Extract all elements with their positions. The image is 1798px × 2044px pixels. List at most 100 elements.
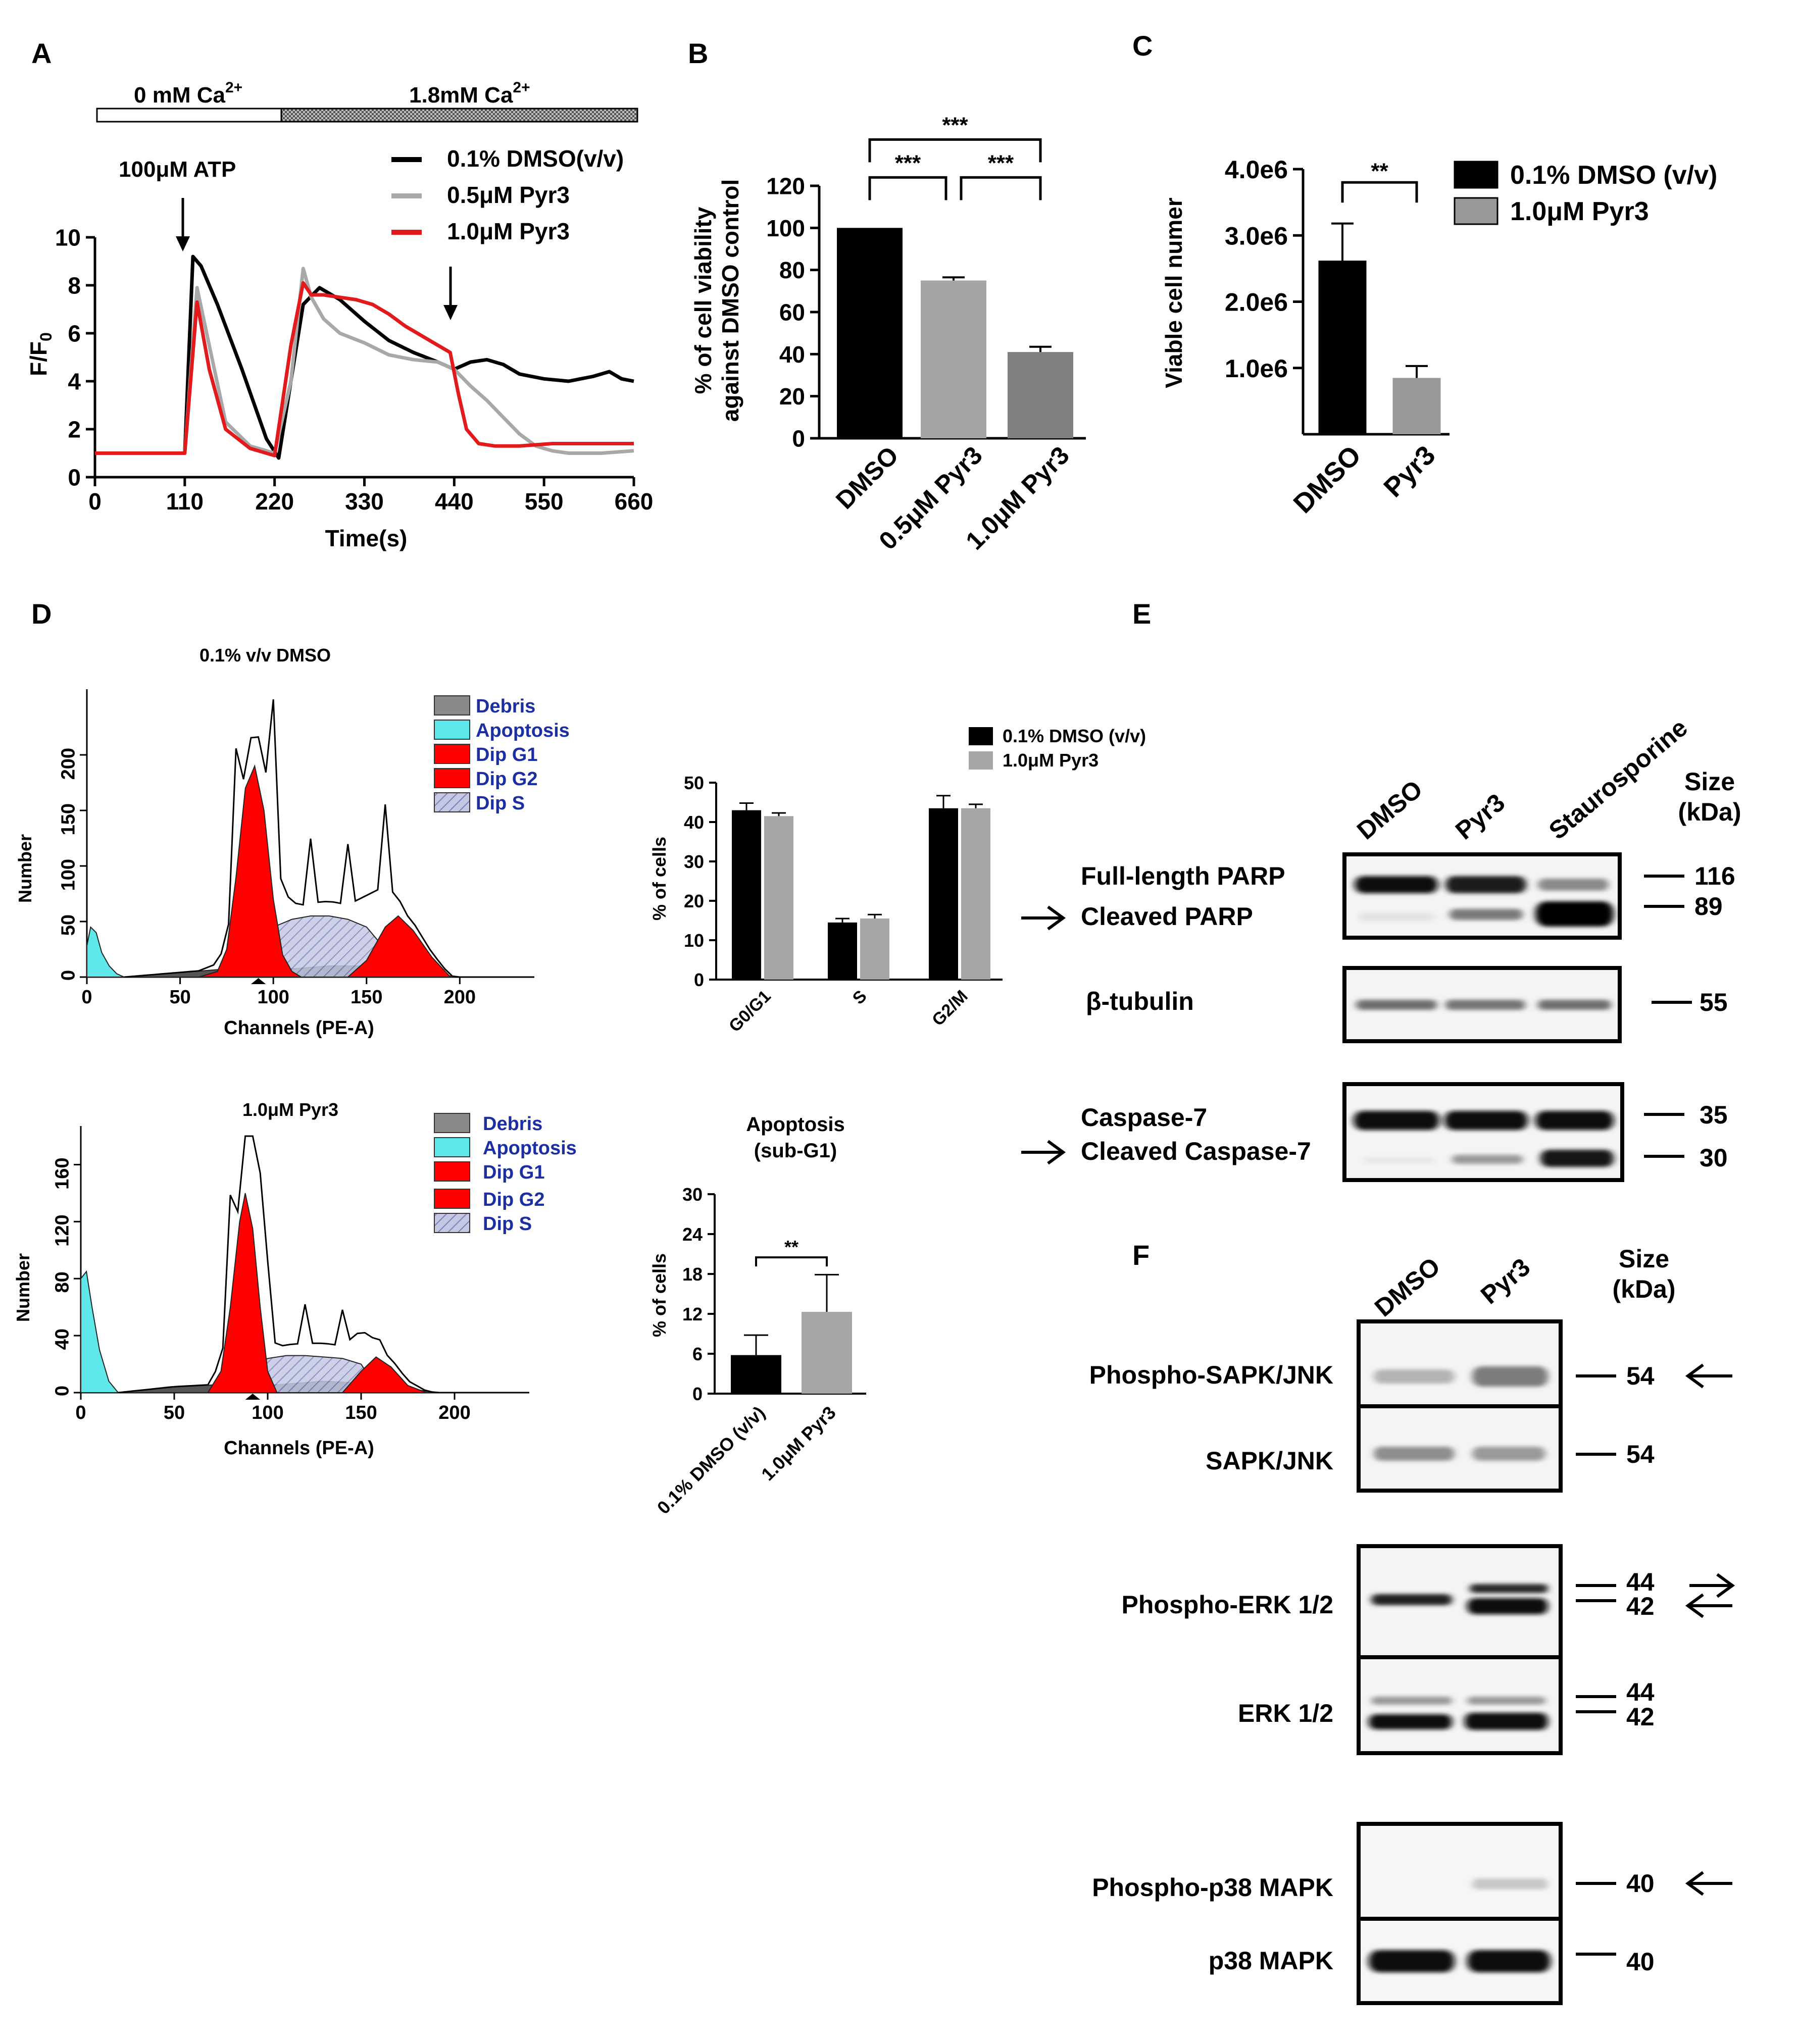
significance-bracket — [868, 176, 947, 200]
y-tick-label: 50 — [58, 914, 79, 936]
panel-letter-b: B — [688, 37, 708, 69]
hist-bottom-ylabel: Number — [13, 1253, 33, 1322]
legend-swatch-dip-s — [434, 1213, 470, 1233]
caspase-bands — [1354, 1111, 1614, 1167]
size-42: 42 — [1626, 1703, 1655, 1731]
size-header-unit: (kDa) — [1612, 1275, 1675, 1303]
apoptosis-title-line2: (sub-G1) — [754, 1140, 837, 1162]
x-tick-label: 0.1% DMSO (v/v) — [653, 1402, 769, 1518]
legend-label-debris: Debris — [476, 696, 535, 717]
bar — [837, 228, 903, 438]
atp-arrow — [176, 198, 190, 251]
apoptosis-ylabel: % of cells — [649, 1253, 670, 1337]
y-tick-label: 0 — [792, 426, 805, 452]
panel-letter-d: D — [31, 598, 52, 630]
x-tick-label: 0 — [81, 987, 92, 1008]
significance-label: *** — [895, 150, 921, 175]
y-tick-label: 0 — [68, 465, 81, 491]
x-tick-label: 150 — [351, 987, 382, 1008]
calcium-bar-high — [280, 108, 638, 123]
hist-top-xlabel: Channels (PE-A) — [224, 1017, 374, 1039]
band-phospho-erk42-pyr3 — [1467, 1598, 1548, 1614]
x-tick-label: 150 — [345, 1402, 377, 1423]
blot-p38 — [1357, 1822, 1563, 2005]
size-35: 35 — [1700, 1101, 1728, 1129]
y-tick-label: 40 — [684, 812, 704, 833]
p38-bands — [1369, 1878, 1551, 1972]
size-89: 89 — [1694, 892, 1723, 921]
size-116: 116 — [1694, 862, 1735, 890]
band-phospho-p38-pyr3 — [1472, 1878, 1548, 1889]
legend-label-debris: Debris — [483, 1113, 542, 1135]
panel-letter-e: E — [1132, 598, 1151, 630]
x-tick-label: DMSO — [830, 441, 904, 515]
hist-bottom-legend: Debris Apoptosis Dip G1 Dip G2 Dip S — [434, 1113, 577, 1235]
legend-label: 0.1% DMSO (v/v) — [1510, 161, 1717, 190]
x-tick-label: G2/M — [928, 987, 972, 1030]
band-phospho-erk-dmso — [1371, 1594, 1452, 1605]
significance-bracket — [1341, 181, 1418, 203]
y-tick-label: 10 — [684, 930, 704, 951]
y-tick-label: 6 — [68, 321, 81, 347]
band-jnk-pyr3 — [1472, 1447, 1545, 1461]
jnk-bands — [1374, 1366, 1548, 1461]
legend-swatch-debris — [434, 1113, 470, 1133]
legend-label-dip-g1: Dip G1 — [483, 1162, 544, 1183]
y-tick-label: 2 — [68, 417, 81, 443]
y-tick-label: 3.0e6 — [1225, 222, 1288, 250]
band-label-sapk-jnk: SAPK/JNK — [1206, 1447, 1333, 1475]
hist-top-ylabel: Number — [15, 834, 35, 903]
phospho-jnk-arrow — [1685, 1363, 1732, 1389]
legend-label-apoptosis: Apoptosis — [476, 720, 570, 741]
x-tick-label: 220 — [255, 488, 294, 515]
panel-c: 1.0e6 2.0e6 3.0e6 4.0e6 DMSO Pyr3 ** 0.1% DMSO … — [1161, 156, 1717, 519]
phospho-p38-arrow — [1685, 1871, 1732, 1896]
erk-bands — [1369, 1584, 1548, 1730]
x-tick-label: 330 — [345, 488, 384, 515]
y-tick-label: 1.0e6 — [1225, 354, 1288, 383]
legend-swatch-debris — [434, 695, 470, 716]
legend-label-dip-g2: Dip G2 — [476, 769, 537, 790]
legend-label: 0.1% DMSO (v/v) — [1003, 726, 1146, 746]
band-erk44-dmso — [1371, 1697, 1452, 1705]
bar — [860, 918, 889, 980]
g1-peak-marker — [245, 1394, 261, 1400]
bar — [1392, 378, 1441, 434]
size-header: Size — [1684, 768, 1735, 796]
bar — [1008, 352, 1073, 438]
cleaved-parp-arrow — [1021, 905, 1066, 931]
legend-label: 1.0μM Pyr3 — [1510, 197, 1649, 226]
band-label-beta-tubulin: β-tubulin — [1086, 987, 1194, 1015]
calcium-bar-high-label: 1.8mM Ca2+ — [409, 79, 530, 108]
band-tubulin-pyr3 — [1445, 1000, 1525, 1010]
band-cleaved-caspase7-pyr3 — [1452, 1155, 1523, 1164]
y-tick-label: 6 — [692, 1344, 703, 1364]
y-tick-label: 30 — [684, 851, 704, 872]
legend-label-dip-g2: Dip G2 — [483, 1189, 544, 1210]
y-tick-label: 24 — [682, 1224, 703, 1245]
y-tick-label: 50 — [684, 773, 704, 793]
histogram-envelope — [118, 1135, 455, 1394]
y-axis-label-line2: against DMSO control — [717, 179, 743, 422]
legend-label-dip-s: Dip S — [483, 1213, 532, 1235]
hist-bottom-title: 1.0μM Pyr3 — [242, 1099, 338, 1120]
legend-swatch — [1454, 161, 1499, 189]
band-p38-pyr3 — [1467, 1950, 1551, 1972]
calcium-bar-zero-label: 0 mM Ca2+ — [134, 79, 242, 108]
x-tick-label: 440 — [435, 488, 474, 515]
histogram-area — [198, 764, 302, 978]
bar — [961, 808, 990, 980]
calcium-bar-zero — [96, 108, 282, 123]
band-cleaved-parp-dmso — [1359, 913, 1434, 921]
x-tick-label: 660 — [615, 488, 654, 515]
legend-label-dip-g1: Dip G1 — [476, 744, 537, 765]
hist-top-title: 0.1% v/v DMSO — [199, 645, 331, 666]
x-tick-label: 550 — [525, 488, 564, 515]
y-tick-label: 60 — [779, 299, 805, 326]
y-tick-label: 40 — [52, 1328, 73, 1350]
band-full-parp-pyr3 — [1445, 876, 1526, 893]
bar — [764, 816, 793, 980]
size-30: 30 — [1700, 1144, 1728, 1172]
panel-letter-a: A — [31, 37, 52, 69]
y-axis-label-line1: % of cell viability — [690, 207, 716, 394]
